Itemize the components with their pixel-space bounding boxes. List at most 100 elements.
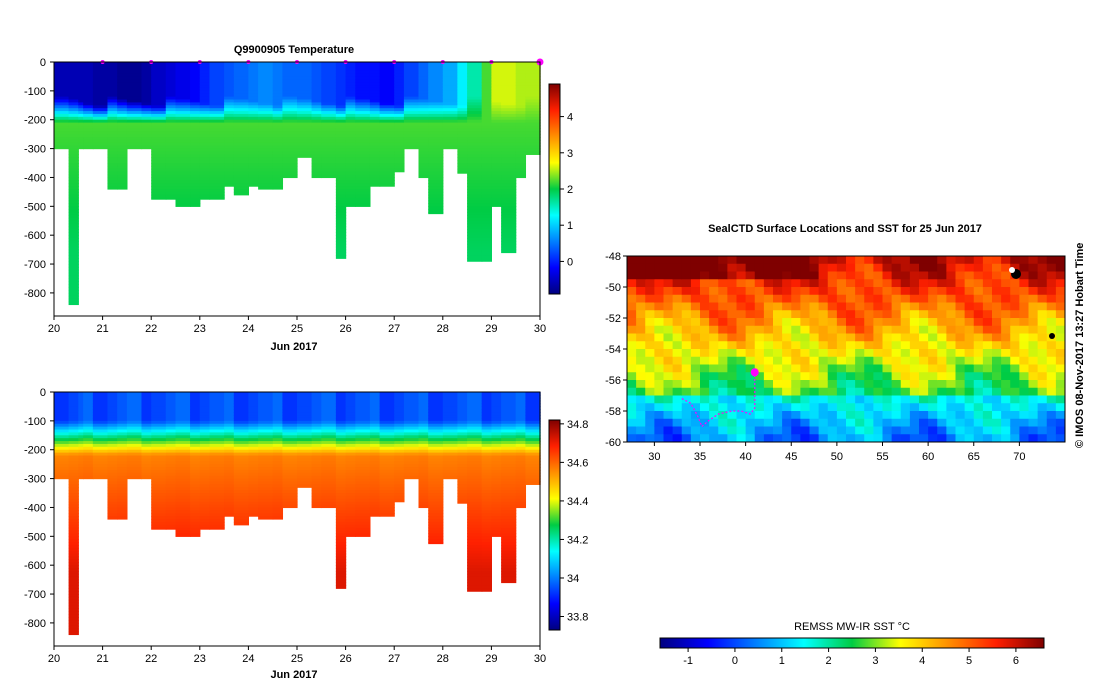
salinity-cell (68, 464, 79, 468)
salinity-cell (491, 403, 502, 408)
salinity-cell (491, 527, 502, 532)
temperature-cell (335, 113, 347, 118)
temperature-cell (92, 87, 109, 92)
temperature-cell (107, 137, 118, 141)
temperature-cell (355, 67, 371, 72)
temperature-cell (141, 93, 152, 98)
sst-cell (919, 341, 929, 350)
temperature-cell (258, 85, 274, 89)
salinity-cell (272, 435, 284, 439)
salinity-cell (321, 443, 337, 448)
temperature-cell (467, 134, 483, 138)
temperature-cell (233, 99, 249, 104)
salinity-cell (335, 403, 347, 408)
sst-cell (1001, 418, 1011, 427)
temperature-cell (525, 79, 541, 83)
salinity-cell (209, 441, 225, 445)
temperature-cell (83, 96, 94, 101)
temperature-cell (428, 183, 444, 187)
salinity-cell (224, 504, 235, 509)
temperature-cell (501, 238, 517, 242)
salinity-cell (117, 493, 128, 497)
temperature-cell (394, 145, 405, 150)
salinity-cell (282, 501, 298, 506)
salinity-cell (369, 501, 381, 506)
sst-cell (663, 395, 674, 404)
temperature-cell (117, 96, 128, 101)
sst-cell (964, 279, 975, 288)
temperature-cell (117, 177, 128, 181)
salinity-cell (379, 507, 395, 511)
temperature-cell (151, 137, 167, 141)
sst-cell (928, 356, 938, 365)
sst-cell (809, 395, 820, 404)
salinity-cell (515, 392, 527, 396)
sst-cell (627, 302, 637, 311)
salinity-cell (501, 524, 517, 529)
salinity-cell (117, 438, 128, 442)
salinity-cell (282, 461, 298, 465)
salinity-cell (403, 464, 420, 468)
salinity-cell (151, 426, 167, 431)
temperature-cell (282, 93, 298, 98)
temperature-cell (233, 189, 249, 193)
temperature-cell (190, 180, 201, 184)
temperature-cell (335, 235, 347, 239)
salinity-cell (233, 504, 249, 509)
temperature-cell (481, 197, 492, 202)
temperature-cell (467, 183, 483, 187)
sst-cell (681, 333, 692, 342)
temperature-cell (233, 151, 249, 155)
temperature-cell (248, 137, 259, 141)
temperature-cell (394, 96, 405, 101)
sst-cell (709, 426, 719, 435)
salinity-cell (224, 441, 235, 445)
temperature-cell (335, 165, 347, 170)
salinity-cell (297, 452, 313, 457)
sst-cell (800, 411, 811, 420)
salinity-cell (335, 412, 347, 416)
sst-cell (700, 333, 710, 342)
salinity-cell (428, 426, 444, 431)
sst-cell (919, 271, 929, 280)
salinity-cell (369, 472, 381, 477)
salinity-cell (117, 397, 128, 402)
sst-cell (663, 349, 674, 358)
salinity-cell (78, 467, 84, 471)
salinity-cell (117, 400, 128, 405)
salinity-cell (418, 423, 429, 428)
salinity-cell (481, 550, 492, 555)
temperature-cell (321, 154, 337, 158)
temperature-cell (428, 73, 444, 78)
salinity-cell (501, 420, 517, 425)
temperature-cell (272, 105, 284, 109)
sst-cell (636, 279, 646, 288)
temperature-cell (282, 90, 298, 95)
salinity-cell (68, 530, 79, 535)
salinity-cell (467, 547, 483, 552)
salinity-cell (117, 516, 128, 520)
salinity-cell (258, 420, 274, 425)
salinity-cell (481, 449, 492, 454)
sst-cell (928, 294, 938, 303)
temperature-cell (428, 189, 444, 193)
salinity-cell (224, 493, 235, 497)
sst-cell (745, 263, 756, 272)
temperature-cell (282, 122, 298, 127)
salinity-cell (83, 415, 94, 419)
temperature-cell (345, 137, 356, 141)
salinity-cell (151, 452, 167, 457)
temperature-cell (491, 79, 502, 83)
salinity-cell (428, 458, 444, 462)
temperature-cell (311, 139, 322, 144)
temperature-cell (403, 131, 420, 135)
salinity-cell (515, 403, 527, 408)
salinity-cell (199, 417, 211, 422)
salinity-cell (403, 438, 420, 442)
sst-cell (645, 349, 655, 358)
salinity-cell (467, 585, 483, 589)
temperature-cell (428, 165, 444, 170)
sst-cell (718, 287, 728, 296)
temperature-cell (175, 122, 191, 127)
sst-cell (1001, 310, 1011, 319)
